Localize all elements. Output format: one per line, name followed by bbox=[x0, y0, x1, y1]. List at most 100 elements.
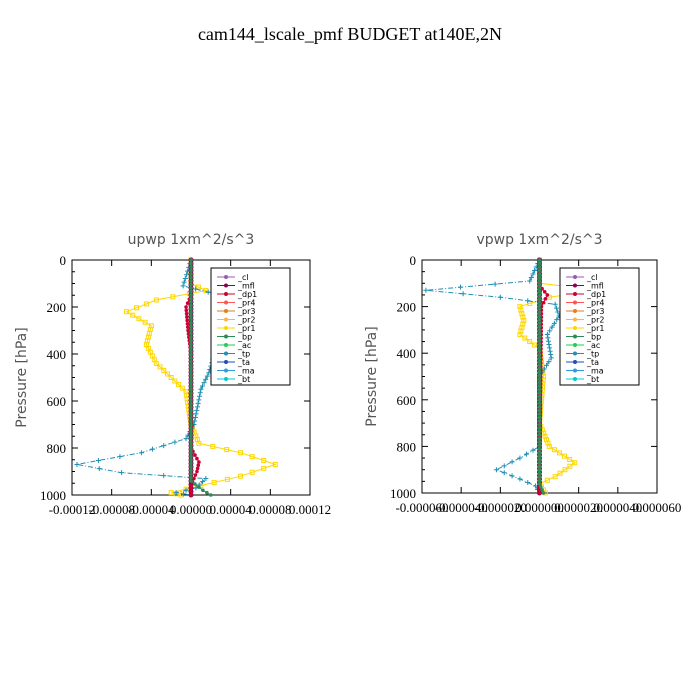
data-point bbox=[537, 443, 542, 448]
data-point bbox=[537, 286, 542, 290]
legend-label: _tp bbox=[586, 350, 599, 359]
data-point bbox=[150, 446, 156, 452]
data-point bbox=[189, 265, 193, 269]
data-point bbox=[189, 272, 193, 276]
legend-marker bbox=[573, 368, 577, 373]
data-point bbox=[541, 491, 546, 495]
series-bp bbox=[189, 258, 213, 497]
data-point bbox=[189, 352, 193, 357]
data-point bbox=[185, 325, 190, 329]
data-point bbox=[189, 433, 193, 438]
panel-title: upwp 1xm^2/s^3 bbox=[128, 232, 255, 248]
x-tick-label: 0.00004 bbox=[210, 502, 253, 517]
data-point bbox=[238, 473, 244, 479]
data-point bbox=[547, 328, 553, 334]
data-point bbox=[189, 408, 193, 413]
data-point bbox=[189, 258, 193, 262]
data-point bbox=[537, 415, 542, 420]
data-point bbox=[537, 352, 542, 357]
legend-label: _dp1 bbox=[586, 290, 606, 299]
data-point bbox=[189, 419, 193, 424]
data-point bbox=[530, 271, 536, 277]
data-point bbox=[537, 303, 542, 308]
data-point bbox=[189, 468, 193, 473]
data-point bbox=[272, 461, 278, 467]
data-point bbox=[537, 418, 542, 423]
data-point bbox=[161, 473, 167, 479]
data-point bbox=[180, 283, 186, 289]
data-point bbox=[537, 335, 542, 339]
data-point bbox=[525, 298, 531, 304]
data-point bbox=[458, 284, 464, 290]
data-point bbox=[172, 439, 178, 445]
data-point bbox=[537, 342, 542, 346]
legend-marker bbox=[573, 292, 577, 296]
data-point bbox=[509, 473, 515, 479]
data-point bbox=[189, 461, 193, 466]
data-point bbox=[204, 373, 210, 379]
data-point bbox=[492, 281, 498, 287]
data-point bbox=[185, 315, 189, 319]
data-point bbox=[189, 373, 193, 378]
data-point bbox=[192, 476, 196, 481]
data-point bbox=[189, 380, 193, 385]
data-point bbox=[186, 328, 190, 333]
legend-marker bbox=[224, 360, 228, 364]
data-point bbox=[546, 342, 552, 348]
data-point bbox=[521, 318, 527, 324]
data-point bbox=[173, 490, 179, 496]
data-point bbox=[537, 425, 542, 430]
legend-label: _pr4 bbox=[237, 299, 255, 308]
data-point bbox=[185, 321, 190, 326]
panel-title: vpwp 1xm^2/s^3 bbox=[476, 232, 602, 248]
data-point bbox=[519, 311, 525, 317]
data-point bbox=[203, 376, 209, 382]
y-tick-label: 400 bbox=[397, 346, 417, 361]
data-point bbox=[552, 301, 558, 307]
legend-label: _bp bbox=[237, 333, 252, 342]
data-point bbox=[501, 470, 507, 476]
data-point bbox=[189, 356, 193, 360]
data-point bbox=[189, 370, 193, 375]
legend-label: _cl bbox=[237, 273, 249, 282]
data-point bbox=[189, 377, 193, 382]
x-tick-label: 0.00008 bbox=[249, 502, 291, 517]
legend: _cl_mfl_dp1_pr4_pr3_pr2_pr1_bp_ac_tp_ta_… bbox=[210, 267, 291, 386]
data-point bbox=[537, 478, 542, 482]
legend-marker bbox=[224, 377, 228, 381]
data-point bbox=[537, 460, 542, 465]
data-point bbox=[537, 457, 542, 462]
legend-label: _pr2 bbox=[586, 316, 604, 325]
data-point bbox=[537, 317, 542, 322]
x-tick-label: -0.000020 bbox=[474, 500, 527, 515]
data-point bbox=[532, 267, 538, 273]
data-point bbox=[543, 437, 549, 443]
series-line bbox=[76, 259, 237, 496]
data-point bbox=[537, 384, 542, 388]
data-point bbox=[136, 316, 142, 322]
data-point bbox=[189, 268, 193, 273]
data-point bbox=[543, 297, 548, 301]
data-point bbox=[189, 454, 193, 459]
data-point bbox=[189, 426, 193, 431]
y-tick-label: 800 bbox=[47, 441, 67, 456]
data-point bbox=[189, 328, 193, 332]
legend-marker bbox=[224, 334, 228, 339]
data-point bbox=[168, 375, 174, 380]
data-point bbox=[551, 447, 557, 453]
data-point bbox=[544, 332, 550, 338]
data-point bbox=[537, 439, 542, 444]
data-point bbox=[183, 436, 189, 442]
legend-marker bbox=[573, 309, 577, 313]
legend-marker bbox=[573, 275, 577, 279]
figure-title: cam144_lscale_pmf BUDGET at140E,2N bbox=[198, 24, 502, 44]
x-tick-label: -0.00004 bbox=[128, 502, 175, 517]
data-point bbox=[205, 490, 209, 495]
data-point bbox=[172, 378, 178, 384]
data-point bbox=[189, 458, 193, 462]
data-point bbox=[189, 314, 193, 318]
data-point bbox=[130, 312, 136, 318]
legend-marker bbox=[573, 317, 577, 322]
series-bp bbox=[537, 258, 546, 495]
data-point bbox=[194, 404, 200, 410]
